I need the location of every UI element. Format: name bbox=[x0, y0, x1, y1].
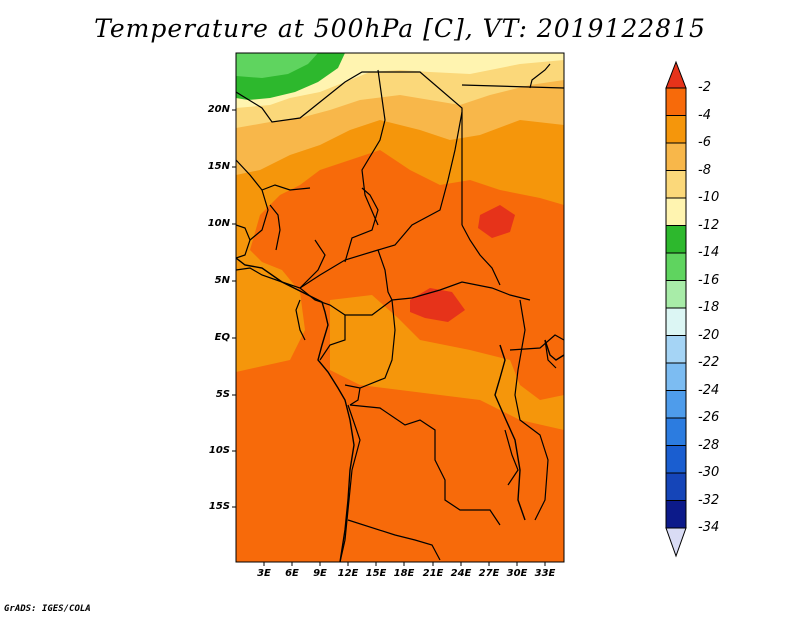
colorbar-segment bbox=[665, 197, 687, 226]
colorbar-segment bbox=[665, 307, 687, 336]
lat-label: 10N bbox=[207, 218, 230, 229]
colorbar-label: -4 bbox=[698, 108, 711, 123]
temperature-field bbox=[236, 53, 564, 562]
colorbar-segment bbox=[665, 142, 687, 171]
lon-tick-marks bbox=[263, 562, 546, 566]
map-frame bbox=[235, 52, 565, 563]
colorbar-segment bbox=[665, 115, 687, 144]
colorbar-label: -2 bbox=[698, 80, 711, 95]
field-band-minus16 bbox=[236, 53, 318, 78]
lon-label: 15E bbox=[365, 568, 387, 579]
lat-label: 10S bbox=[208, 445, 230, 456]
country-borders bbox=[236, 63, 564, 562]
colorbar-label: -28 bbox=[698, 438, 720, 453]
colorbar-segment bbox=[665, 500, 687, 529]
lat-tick-marks bbox=[232, 109, 236, 508]
colorbar-label: -14 bbox=[698, 245, 720, 260]
field-band-minus6-centre bbox=[330, 295, 564, 430]
lat-label: 15N bbox=[207, 161, 230, 172]
colorbar-label: -20 bbox=[698, 328, 720, 343]
lon-label: 9E bbox=[313, 568, 327, 579]
field-band-minus6-west bbox=[236, 250, 305, 372]
lat-label: 5N bbox=[214, 275, 230, 286]
colorbar-segment bbox=[665, 252, 687, 281]
lon-label: 18E bbox=[393, 568, 415, 579]
colorbar-label: -10 bbox=[698, 190, 720, 205]
field-band-minus4-patch bbox=[410, 288, 465, 322]
lat-label: EQ bbox=[214, 332, 230, 343]
colorbar-label: -34 bbox=[698, 520, 720, 535]
colorbar-label: -26 bbox=[698, 410, 720, 425]
colorbar-segment bbox=[665, 445, 687, 474]
lon-label: 12E bbox=[337, 568, 359, 579]
colorbar-label: -24 bbox=[698, 383, 720, 398]
colorbar-segment bbox=[665, 362, 687, 391]
colorbar-segment bbox=[665, 417, 687, 446]
colorbar-label: -32 bbox=[698, 493, 720, 508]
colorbar-segment bbox=[665, 335, 687, 364]
lon-label: 24E bbox=[450, 568, 472, 579]
colorbar-label: -8 bbox=[698, 163, 711, 178]
colorbar-segment bbox=[665, 225, 687, 254]
colorbar-segment bbox=[665, 280, 687, 309]
software-credit: GrADS: IGES/COLA bbox=[4, 604, 91, 614]
lon-label: 33E bbox=[534, 568, 556, 579]
lat-label: 15S bbox=[208, 501, 230, 512]
colorbar bbox=[665, 60, 687, 558]
lat-label: 20N bbox=[207, 104, 230, 115]
colorbar-segment bbox=[665, 87, 687, 116]
lon-label: 27E bbox=[478, 568, 500, 579]
lon-label: 30E bbox=[506, 568, 528, 579]
colorbar-bottom-arrow bbox=[665, 527, 687, 558]
colorbar-segment bbox=[665, 170, 687, 199]
colorbar-label: -30 bbox=[698, 465, 720, 480]
colorbar-label: -22 bbox=[698, 355, 720, 370]
colorbar-label: -6 bbox=[698, 135, 711, 150]
colorbar-label: -16 bbox=[698, 273, 720, 288]
colorbar-label: -18 bbox=[698, 300, 720, 315]
field-band-minus4-patch bbox=[478, 205, 515, 238]
lon-label: 21E bbox=[422, 568, 444, 579]
lat-label: 5S bbox=[215, 389, 230, 400]
lon-label: 3E bbox=[257, 568, 271, 579]
lon-label: 6E bbox=[285, 568, 299, 579]
colorbar-segment bbox=[665, 390, 687, 419]
colorbar-segment bbox=[665, 472, 687, 501]
colorbar-top-arrow bbox=[665, 60, 687, 89]
coastlines bbox=[236, 257, 564, 562]
map-title: Temperature at 500hPa [C], VT: 201912281… bbox=[94, 14, 706, 43]
colorbar-label: -12 bbox=[698, 218, 720, 233]
